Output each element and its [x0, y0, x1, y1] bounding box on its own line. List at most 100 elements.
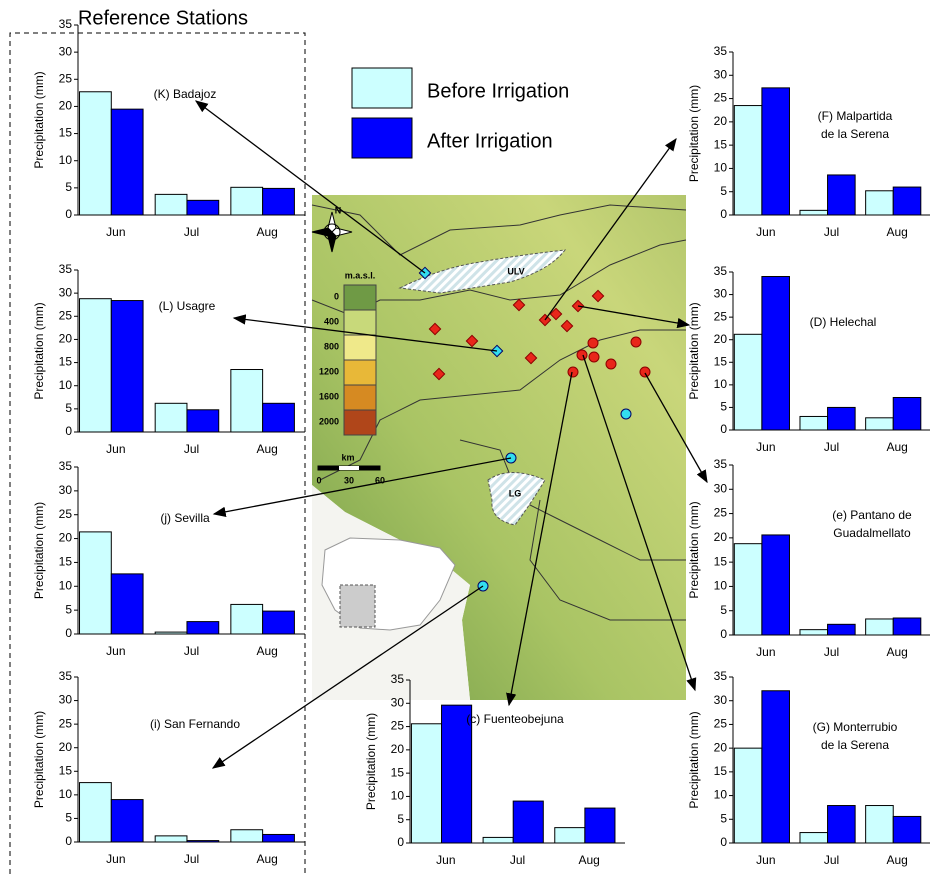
area-label: LG	[509, 488, 522, 498]
elevation-label: 1600	[319, 391, 339, 401]
bar	[80, 92, 112, 215]
y-tick-label: 10	[714, 161, 728, 175]
chart-title: (F) Malpartida	[818, 109, 893, 123]
y-tick-label: 20	[59, 531, 73, 545]
elevation-label: 400	[324, 316, 339, 326]
bar	[893, 187, 921, 215]
bar	[585, 808, 615, 843]
y-tick-label: 15	[714, 354, 728, 368]
y-axis-label: Precipitation (mm)	[32, 71, 46, 168]
bar	[762, 691, 790, 843]
x-tick-label: Jul	[824, 440, 839, 454]
bar	[800, 630, 828, 635]
y-tick-label: 25	[714, 91, 728, 105]
y-tick-label: 30	[714, 287, 728, 301]
y-tick-label: 10	[59, 787, 73, 801]
y-tick-label: 10	[59, 153, 73, 167]
y-tick-label: 30	[59, 483, 73, 497]
x-tick-label: Jun	[436, 853, 455, 867]
y-tick-label: 15	[59, 555, 73, 569]
x-tick-label: Aug	[886, 853, 907, 867]
x-tick-label: Jun	[756, 645, 775, 659]
y-axis-label: Precipitation (mm)	[32, 502, 46, 599]
chart-title: (L) Usagre	[159, 299, 216, 313]
bar	[187, 200, 219, 215]
bar	[866, 619, 894, 635]
x-tick-label: Jul	[184, 225, 199, 239]
y-tick-label: 25	[59, 308, 73, 322]
y-tick-label: 0	[65, 424, 72, 438]
y-tick-label: 5	[65, 811, 72, 825]
x-tick-label: Jun	[106, 225, 125, 239]
chart-title: (e) Pantano de	[832, 508, 912, 522]
elevation-label: 0	[334, 291, 339, 301]
x-tick-label: Jun	[106, 852, 125, 866]
bar	[263, 611, 295, 634]
x-tick-label: Aug	[256, 225, 277, 239]
legend-label: Before Irrigation	[427, 80, 569, 102]
chart-title: (i) San Fernando	[150, 717, 240, 731]
y-tick-label: 35	[59, 459, 73, 473]
bar	[734, 544, 762, 635]
bar	[155, 836, 187, 842]
bar	[231, 830, 263, 842]
y-tick-label: 20	[59, 99, 73, 113]
x-tick-label: Jul	[184, 852, 199, 866]
elevation-swatch	[344, 335, 376, 360]
y-tick-label: 35	[391, 672, 405, 686]
x-tick-label: Jun	[106, 644, 125, 658]
chart-title: Guadalmellato	[833, 526, 911, 540]
y-tick-label: 25	[59, 71, 73, 85]
bar	[893, 816, 921, 843]
figure: Reference Stations Before Irrigation Aft…	[0, 0, 936, 874]
bar	[734, 106, 762, 215]
y-tick-label: 0	[720, 627, 727, 641]
y-tick-label: 5	[720, 603, 727, 617]
y-tick-label: 35	[59, 669, 73, 683]
chart-title: de la Serena	[821, 738, 889, 752]
y-tick-label: 25	[59, 507, 73, 521]
y-tick-label: 5	[720, 811, 727, 825]
legend-swatch	[352, 68, 412, 108]
y-tick-label: 30	[391, 695, 405, 709]
x-tick-label: Jun	[756, 853, 775, 867]
bar	[111, 800, 143, 842]
x-tick-label: Aug	[886, 440, 907, 454]
x-tick-label: Aug	[256, 852, 277, 866]
bar	[263, 834, 295, 842]
elevation-swatch	[344, 310, 376, 335]
y-tick-label: 25	[714, 717, 728, 731]
x-tick-label: Jul	[510, 853, 525, 867]
y-tick-label: 35	[59, 17, 73, 31]
y-tick-label: 0	[720, 422, 727, 436]
y-tick-label: 25	[59, 716, 73, 730]
y-tick-label: 5	[397, 812, 404, 826]
bar	[80, 532, 112, 634]
bar	[231, 604, 263, 634]
chart-title: (K) Badajoz	[154, 87, 217, 101]
y-tick-label: 15	[59, 126, 73, 140]
elevation-label: 800	[324, 341, 339, 351]
y-tick-label: 15	[714, 554, 728, 568]
y-tick-label: 10	[59, 378, 73, 392]
bar	[263, 188, 295, 215]
bar	[762, 277, 790, 430]
y-tick-label: 5	[65, 401, 72, 415]
y-tick-label: 20	[714, 740, 728, 754]
bar	[111, 109, 143, 215]
y-tick-label: 15	[59, 763, 73, 777]
bar	[155, 194, 187, 215]
elevation-label: 1200	[319, 366, 339, 376]
y-tick-label: 25	[714, 309, 728, 323]
y-tick-label: 0	[65, 626, 72, 640]
x-tick-label: Aug	[256, 644, 277, 658]
y-tick-label: 20	[59, 740, 73, 754]
y-tick-label: 35	[714, 44, 728, 58]
bar	[734, 334, 762, 430]
elevation-swatch	[344, 410, 376, 435]
y-tick-label: 5	[65, 180, 72, 194]
y-tick-label: 25	[714, 506, 728, 520]
x-tick-label: Jul	[184, 644, 199, 658]
y-tick-label: 15	[391, 765, 405, 779]
